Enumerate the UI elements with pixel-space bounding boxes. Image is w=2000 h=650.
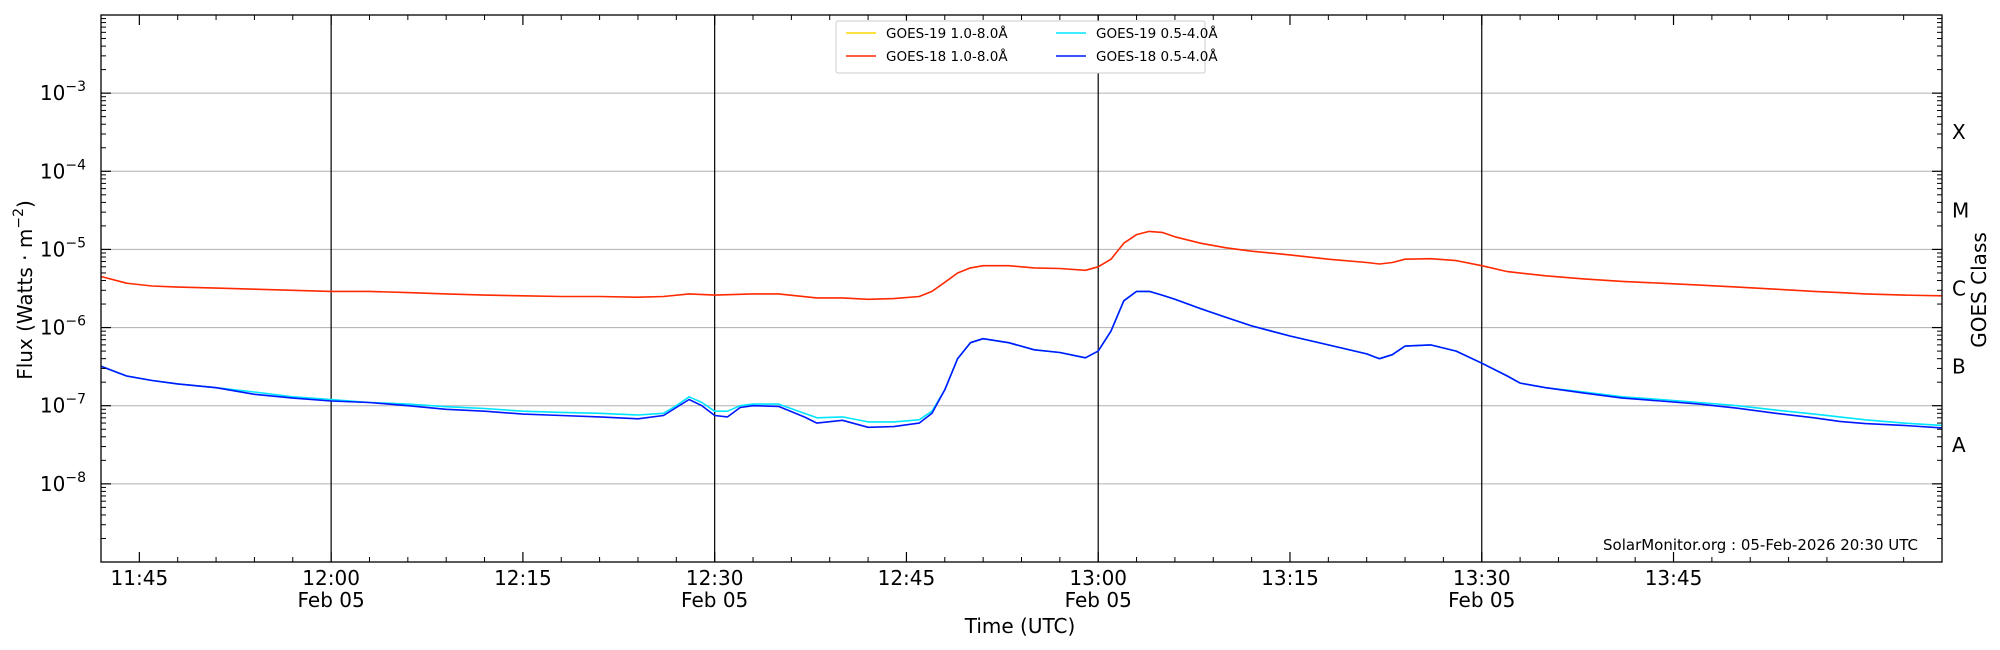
x-tick-date-label: Feb 05	[681, 588, 748, 612]
x-axis-title: Time (UTC)	[964, 614, 1076, 638]
y-axis-title: Flux (Watts · m−2)	[11, 200, 37, 380]
legend-label: GOES-19 1.0-8.0Å	[886, 25, 1008, 42]
series-line-goes-18-0-5-4-0-	[100, 290, 1943, 429]
x-tick-label: 12:45	[878, 566, 936, 590]
series-line-goes-18-1-0-8-0-	[100, 230, 1943, 301]
x-tick-label: 12:15	[494, 566, 552, 590]
legend: GOES-19 1.0-8.0Å GOES-19 0.5-4.0Å GOES-18 …	[835, 20, 1218, 74]
x-tick-label: 13:15	[1261, 566, 1319, 590]
x-tick-date-label: Feb 05	[1065, 588, 1132, 612]
y-tick-base: 10	[40, 394, 65, 418]
y-tick-exponent: −6	[65, 314, 86, 330]
y-tick-exponent: −3	[65, 79, 86, 95]
x-tick-label: 12:00	[302, 566, 360, 590]
y-tick-base: 10	[40, 159, 65, 183]
goes-class-label: X	[1952, 120, 1966, 144]
y-axis-title-main: Flux (Watts · m	[13, 229, 37, 380]
x-tick-date-label: Feb 05	[298, 588, 365, 612]
y-tick-label: 10−6	[40, 314, 86, 340]
y-tick-base: 10	[40, 472, 65, 496]
x-tick-label: 13:30	[1453, 566, 1511, 590]
y-tick-exponent: −4	[65, 157, 86, 173]
goes-class-axis-title: GOES Class	[1967, 232, 1991, 348]
y-tick-label: 10−4	[40, 157, 86, 183]
series-layer	[100, 230, 1943, 429]
y-tick-label: 10−8	[40, 470, 86, 496]
goes-class-label: B	[1952, 355, 1966, 379]
y-tick-base: 10	[40, 237, 65, 261]
credit-text: SolarMonitor.org : 05-Feb-2026 20:30 UTC	[1603, 536, 1918, 554]
y-tick-exponent: −7	[65, 392, 86, 408]
legend-label: GOES-19 0.5-4.0Å	[1096, 25, 1218, 42]
legend-label: GOES-18 1.0-8.0Å	[886, 48, 1008, 65]
goes-class-label: C	[1952, 277, 1966, 301]
y-tick-base: 10	[40, 81, 65, 105]
vertical-lines-layer	[330, 15, 1483, 562]
y-tick-base: 10	[40, 316, 65, 340]
x-tick-label: 13:00	[1069, 566, 1127, 590]
y-axis-title-exponent: −2	[11, 208, 27, 229]
y-tick-exponent: −8	[65, 470, 86, 486]
ticks-layer	[100, 15, 1943, 562]
legend-box	[835, 20, 1206, 74]
x-tick-label: 11:45	[111, 566, 169, 590]
goes-class-label: A	[1952, 433, 1966, 457]
x-tick-date-label: Feb 05	[1448, 588, 1515, 612]
goes-class-label: M	[1952, 198, 1969, 222]
x-tick-label: 12:30	[686, 566, 744, 590]
y-tick-label: 10−3	[40, 79, 86, 105]
y-tick-exponent: −5	[65, 235, 86, 251]
y-tick-label: 10−7	[40, 392, 86, 418]
x-tick-label: 13:45	[1645, 566, 1703, 590]
y-axis-title-close: )	[13, 200, 37, 208]
y-tick-label: 10−5	[40, 235, 86, 261]
legend-label: GOES-18 0.5-4.0Å	[1096, 48, 1218, 65]
